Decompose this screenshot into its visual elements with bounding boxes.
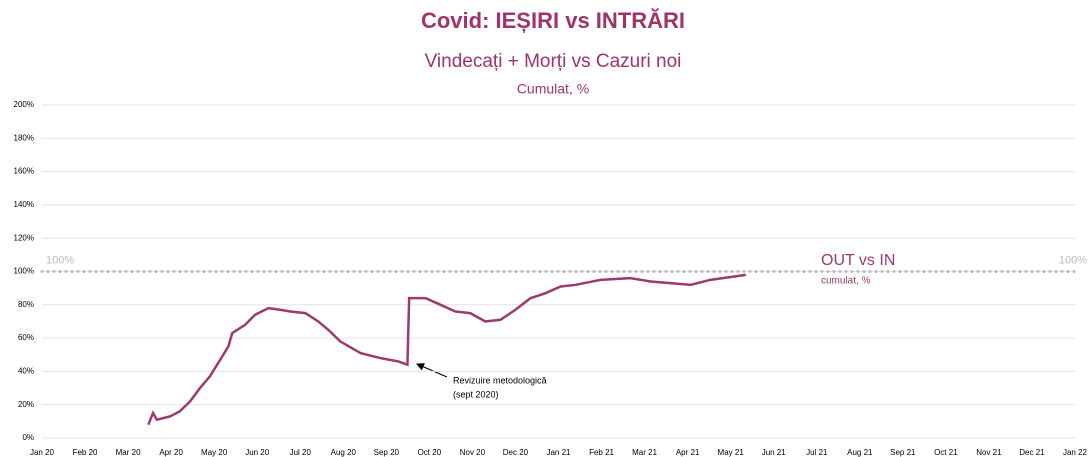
x-tick-label: Feb 20 [73, 448, 98, 457]
y-tick-label: 200% [14, 100, 34, 109]
x-tick-label: Oct 20 [418, 448, 442, 457]
y-tick-label: 40% [18, 367, 34, 376]
x-tick-label: Apr 20 [159, 448, 183, 457]
x-tick-label: Sep 21 [890, 448, 916, 457]
y-tick-label: 140% [14, 200, 34, 209]
x-tick-label: Nov 20 [460, 448, 486, 457]
annotation: (sept 2020) [453, 389, 499, 399]
chart-title: Covid: IEȘIRI vs INTRĂRI [421, 8, 685, 33]
x-tick-label: Jul 20 [290, 448, 312, 457]
x-tick-label: Dec 20 [503, 448, 529, 457]
annotation-arrow [416, 363, 448, 378]
chart-subtitle: Vindecați + Morți vs Cazuri noi [425, 51, 682, 72]
y-tick-label: 20% [18, 400, 34, 409]
y-tick-label: 180% [14, 133, 34, 142]
x-tick-label: Jan 20 [30, 448, 55, 457]
x-tick-label: Jun 20 [245, 448, 270, 457]
chart-subtitle: Cumulat, % [517, 81, 589, 97]
x-tick-label: Aug 20 [331, 448, 357, 457]
y-tick-label: 80% [18, 300, 34, 309]
legend-label: OUT vs IN [821, 252, 895, 269]
x-tick-label: Jul 21 [806, 448, 828, 457]
x-tick-label: Feb 21 [589, 448, 614, 457]
y-tick-label: 100% [14, 267, 34, 276]
x-tick-label: Dec 21 [1019, 448, 1045, 457]
reference-label: 100% [46, 254, 74, 266]
x-tick-label: Oct 21 [934, 448, 958, 457]
x-tick-label: Mar 21 [632, 448, 657, 457]
y-tick-label: 60% [18, 333, 34, 342]
x-tick-label: Aug 21 [847, 448, 873, 457]
x-tick-label: Jan 22 [1063, 448, 1088, 457]
annotation: Revizuire metodologică [453, 375, 547, 385]
x-tick-label: Jun 21 [762, 448, 787, 457]
legend-sublabel: cumulat, % [821, 276, 871, 287]
x-tick-label: May 20 [201, 448, 228, 457]
x-tick-label: Apr 21 [676, 448, 700, 457]
reference-label: 100% [1059, 254, 1087, 266]
y-tick-label: 160% [14, 167, 34, 176]
y-tick-label: 0% [22, 433, 34, 442]
data-line [147, 273, 746, 426]
x-tick-label: Mar 20 [116, 448, 141, 457]
x-tick-label: May 21 [718, 448, 745, 457]
x-tick-label: Nov 21 [976, 448, 1002, 457]
x-tick-label: Sep 20 [374, 448, 400, 457]
x-tick-label: Jan 21 [546, 448, 571, 457]
y-tick-label: 120% [14, 233, 34, 242]
